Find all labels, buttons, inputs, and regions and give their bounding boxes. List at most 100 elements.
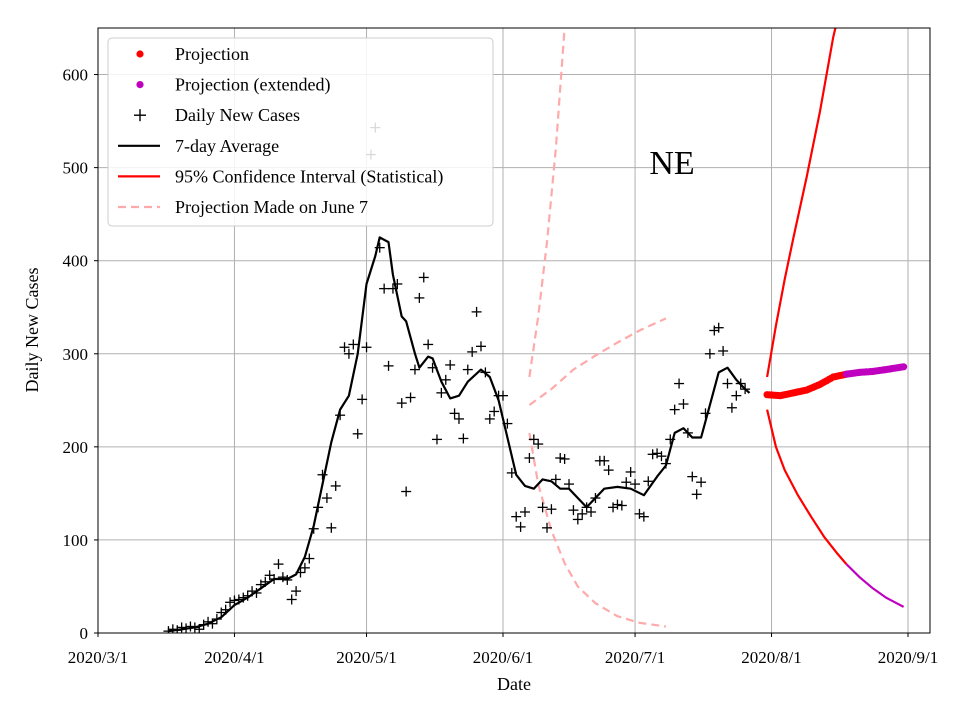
daily-case-marker [687, 471, 698, 482]
legend-label: 95% Confidence Interval (Statistical) [175, 166, 443, 187]
y-tick-label: 200 [63, 438, 89, 457]
daily-case-marker [379, 283, 390, 294]
y-tick-label: 0 [80, 624, 89, 643]
daily-case-marker [638, 511, 649, 522]
daily-case-marker [718, 345, 729, 356]
y-tick-label: 500 [63, 159, 89, 178]
daily-case-marker [383, 360, 394, 371]
daily-case-marker [568, 505, 579, 516]
daily-case-marker [674, 378, 685, 389]
x-tick-label: 2020/7/1 [605, 648, 665, 667]
legend-item-projection_ext: Projection (extended) [136, 75, 330, 96]
daily-case-marker [550, 474, 561, 485]
region-annotation: NE [649, 145, 694, 182]
daily-case-marker [520, 507, 531, 517]
daily-case-marker [339, 342, 350, 353]
daily-case-marker [524, 453, 535, 464]
daily-case-marker [572, 514, 583, 525]
legend-item-ci: 95% Confidence Interval (Statistical) [118, 166, 443, 187]
daily-case-marker [621, 477, 632, 488]
june7-projection-center-line [528, 317, 667, 406]
daily-case-marker [475, 341, 486, 352]
daily-case-marker [586, 507, 597, 517]
daily-case-marker [352, 428, 363, 439]
daily-case-marker [458, 433, 469, 444]
daily-case-marker [273, 559, 284, 570]
legend-swatch [136, 81, 144, 89]
daily-case-marker [361, 342, 372, 353]
daily-case-marker [643, 476, 654, 487]
legend-swatch [136, 50, 144, 58]
daily-case-marker [546, 504, 557, 515]
daily-case-marker [414, 292, 425, 303]
daily-case-marker [409, 364, 420, 375]
x-tick-label: 2020/6/1 [473, 648, 533, 667]
daily-case-marker [396, 398, 407, 409]
daily-case-marker [176, 622, 187, 633]
legend-item-daily: Daily New Cases [134, 105, 300, 125]
daily-case-marker [691, 489, 702, 500]
legend-label: Projection [175, 44, 249, 64]
daily-case-marker [678, 399, 689, 410]
daily-case-marker [489, 406, 500, 417]
daily-case-marker [291, 586, 302, 597]
daily-case-marker [555, 453, 566, 464]
x-tick-label: 2020/5/1 [336, 648, 396, 667]
daily-case-marker [343, 348, 354, 359]
daily-case-marker [436, 387, 447, 398]
legend-item-old: Projection Made on June 7 [118, 197, 368, 217]
daily-case-marker [330, 480, 341, 491]
x-tick-label: 2020/9/1 [878, 648, 938, 667]
daily-case-marker [321, 493, 332, 504]
daily-case-marker [630, 479, 641, 490]
daily-case-marker [471, 306, 482, 317]
daily-case-marker [669, 404, 680, 415]
daily-case-marker [418, 272, 429, 283]
ci-upper-line [766, 28, 837, 378]
daily-case-marker [304, 553, 315, 564]
daily-case-marker [449, 408, 460, 419]
daily-case-marker [599, 455, 610, 466]
daily-case-marker [405, 392, 416, 403]
daily-case-marker [731, 390, 742, 401]
daily-case-marker [616, 500, 627, 511]
daily-case-marker [401, 486, 412, 497]
ci-lower-line [766, 409, 848, 565]
legend-label: Daily New Cases [175, 105, 300, 125]
daily-case-marker [603, 465, 614, 476]
ticks: 2020/3/1 2020/4/1 2020/5/1 2020/6/1 2020/7/1… [63, 66, 939, 667]
daily-case-marker [564, 479, 575, 490]
projection-extended-point [900, 363, 908, 371]
series-layer [163, 28, 908, 633]
daily-case-marker [528, 434, 539, 445]
daily-case-marker [533, 439, 544, 450]
daily-case-marker [440, 374, 451, 385]
y-tick-label: 300 [63, 345, 89, 364]
daily-case-marker [726, 402, 737, 413]
legend-box [107, 37, 494, 227]
june7-projection-upper-line [528, 28, 566, 378]
legend: Projection Projection (extended) Daily New… [107, 37, 494, 227]
daily-case-marker [348, 339, 359, 350]
y-tick-label: 100 [63, 531, 89, 550]
daily-case-marker [559, 453, 570, 464]
daily-case-marker [577, 508, 588, 519]
daily-case-marker [612, 499, 623, 510]
daily-case-marker [722, 378, 733, 389]
daily-case-marker [625, 466, 636, 477]
daily-case-marker [537, 502, 548, 513]
plot-area [163, 28, 908, 633]
daily-case-marker [445, 359, 456, 370]
daily-case-marker [467, 346, 478, 357]
legend-item-avg: 7-day Average [118, 136, 279, 156]
daily-case-marker [431, 434, 442, 445]
daily-case-marker [225, 597, 236, 608]
daily-case-marker [704, 348, 715, 359]
y-tick-label: 600 [63, 66, 89, 85]
legend-label: 7-day Average [175, 136, 279, 156]
daily-case-marker [511, 511, 522, 522]
daily-case-marker [357, 394, 368, 405]
x-tick-label: 2020/8/1 [741, 648, 801, 667]
x-tick-label: 2020/4/1 [204, 648, 264, 667]
